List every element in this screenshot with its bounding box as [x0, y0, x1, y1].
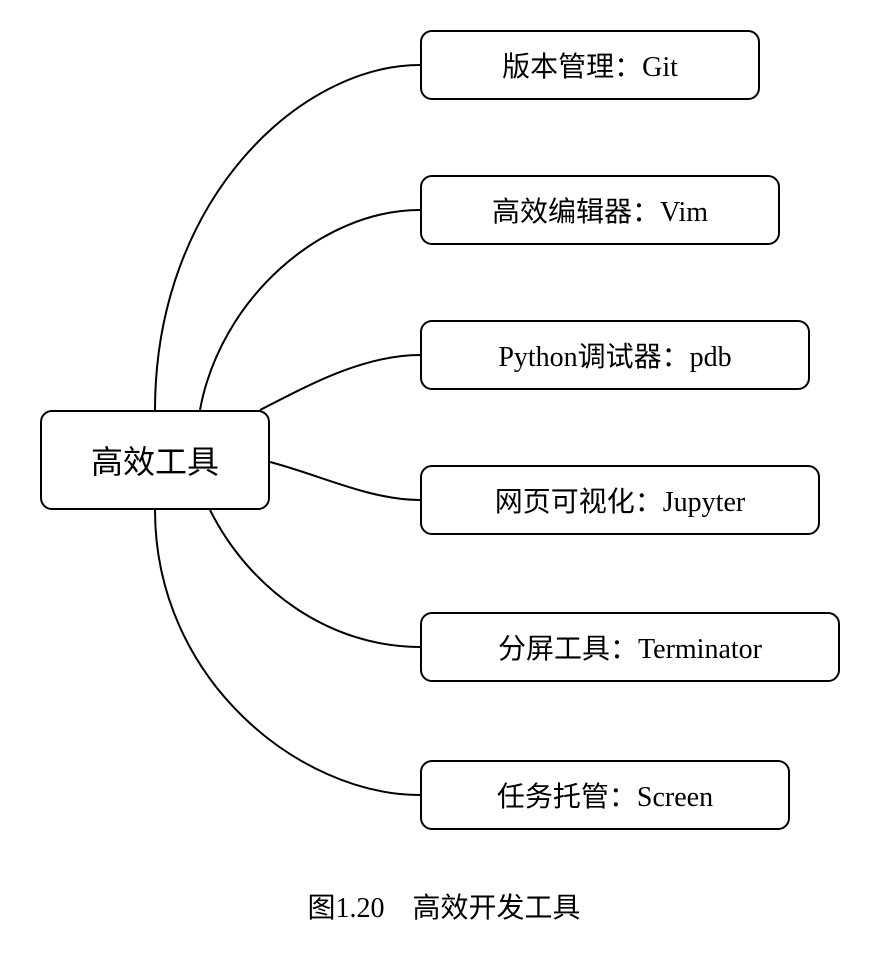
child-node-git: 版本管理：Git — [420, 30, 760, 100]
child-label: 任务托管：Screen — [497, 775, 713, 815]
child-node-screen: 任务托管：Screen — [420, 760, 790, 830]
root-label: 高效工具 — [91, 437, 219, 483]
child-label: 分屏工具：Terminator — [498, 627, 762, 667]
child-node-pdb: Python调试器：pdb — [420, 320, 810, 390]
child-label: Python调试器：pdb — [498, 335, 731, 375]
child-node-vim: 高效编辑器：Vim — [420, 175, 780, 245]
root-node: 高效工具 — [40, 410, 270, 510]
figure-caption: 图1.20 高效开发工具 — [0, 886, 888, 926]
child-node-terminator: 分屏工具：Terminator — [420, 612, 840, 682]
child-node-jupyter: 网页可视化：Jupyter — [420, 465, 820, 535]
child-label: 高效编辑器：Vim — [492, 190, 708, 230]
mindmap-diagram: 高效工具 版本管理：Git 高效编辑器：Vim Python调试器：pdb 网页… — [0, 0, 888, 956]
child-label: 版本管理：Git — [502, 45, 678, 85]
child-label: 网页可视化：Jupyter — [495, 480, 745, 520]
